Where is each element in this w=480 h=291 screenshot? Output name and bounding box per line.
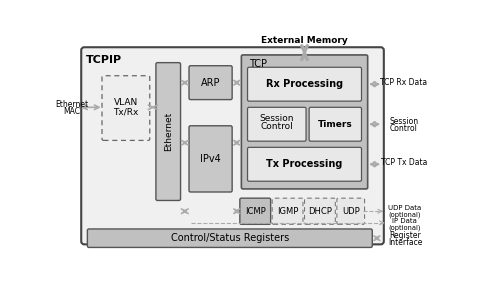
Text: External Memory: External Memory [261, 36, 348, 45]
Text: Session: Session [260, 114, 294, 123]
Text: IPv4: IPv4 [200, 154, 221, 164]
FancyBboxPatch shape [248, 67, 361, 101]
Text: ARP: ARP [201, 78, 220, 88]
Text: TCP Tx Data: TCP Tx Data [381, 158, 427, 167]
FancyBboxPatch shape [241, 55, 368, 189]
FancyBboxPatch shape [309, 107, 361, 141]
Text: (optional): (optional) [388, 225, 421, 231]
FancyBboxPatch shape [240, 198, 271, 224]
FancyBboxPatch shape [102, 76, 150, 141]
Text: TCPIP: TCPIP [85, 54, 121, 65]
Text: IGMP: IGMP [277, 207, 298, 216]
Text: ICMP: ICMP [245, 207, 265, 216]
Text: UDP Data: UDP Data [388, 205, 421, 211]
FancyBboxPatch shape [156, 63, 180, 200]
Text: Tx/Rx: Tx/Rx [113, 107, 139, 116]
FancyBboxPatch shape [248, 107, 306, 141]
FancyBboxPatch shape [189, 66, 232, 100]
FancyBboxPatch shape [248, 147, 361, 181]
FancyBboxPatch shape [337, 198, 365, 224]
Text: VLAN: VLAN [114, 98, 138, 107]
Text: Control: Control [261, 122, 293, 131]
Text: DHCP: DHCP [308, 207, 332, 216]
FancyBboxPatch shape [81, 47, 384, 244]
Text: UDP: UDP [342, 207, 360, 216]
Text: TCP: TCP [249, 59, 266, 69]
Text: Ethernet: Ethernet [164, 111, 173, 151]
FancyBboxPatch shape [272, 198, 303, 224]
Text: Rx Processing: Rx Processing [266, 79, 343, 89]
Text: IP Data: IP Data [392, 218, 417, 224]
Text: Tx Processing: Tx Processing [266, 159, 343, 169]
Text: Ethernet: Ethernet [55, 100, 88, 109]
Text: Control/Status Registers: Control/Status Registers [171, 233, 289, 243]
Text: MAC: MAC [63, 107, 81, 116]
Text: Register: Register [389, 231, 421, 240]
Text: (optional): (optional) [388, 212, 421, 218]
Text: Control: Control [390, 124, 418, 133]
FancyBboxPatch shape [189, 126, 232, 192]
FancyBboxPatch shape [304, 198, 336, 224]
Text: Interface: Interface [388, 238, 422, 247]
Text: Session: Session [389, 117, 419, 126]
FancyBboxPatch shape [87, 229, 372, 247]
Text: Timers: Timers [318, 120, 353, 129]
Text: TCP Rx Data: TCP Rx Data [380, 78, 427, 87]
